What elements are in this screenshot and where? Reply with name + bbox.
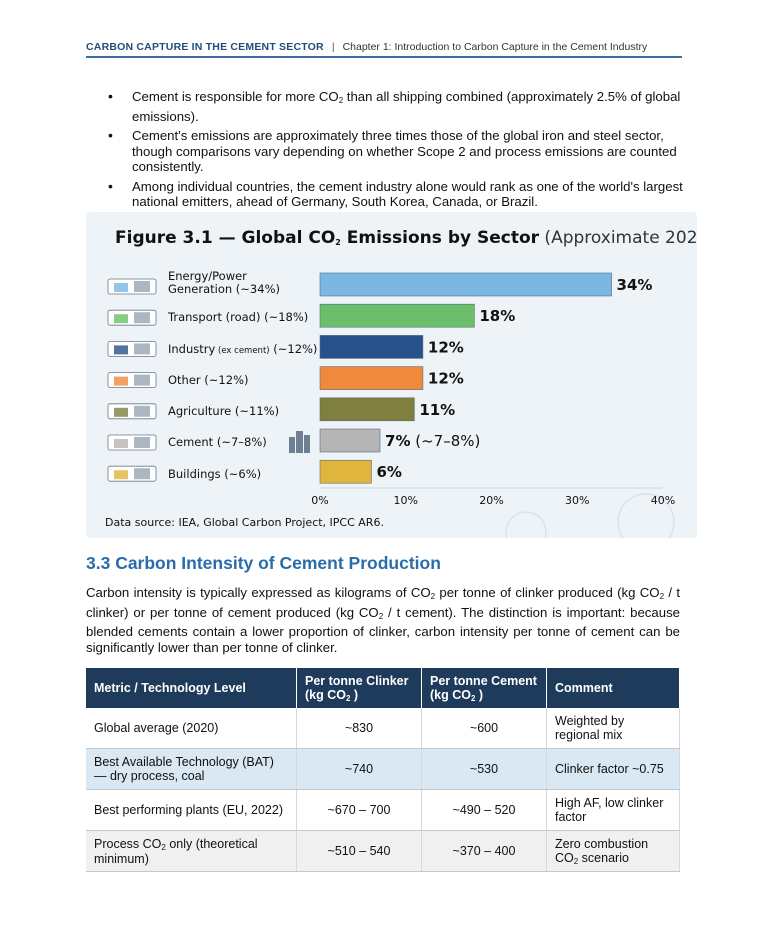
table-row: Global average (2020) ~830 ~600 Weighted… xyxy=(86,708,680,749)
bullet-list: Cement is responsible for more CO2 than … xyxy=(108,89,683,214)
x-tick-label: 40% xyxy=(651,494,675,507)
value-label: 6% xyxy=(376,463,401,481)
cell-clinker: ~740 xyxy=(296,748,422,790)
carbon-intensity-table: Metric / Technology Level Per tonne Clin… xyxy=(86,668,680,872)
bar-chart: 0% 10% 20% 30% 40% 34% 18% 12% 12% 11% 7% (~7–8%) 6… xyxy=(107,272,675,538)
bullet-item: Cement's emissions are approximately thr… xyxy=(108,128,683,175)
bar xyxy=(319,303,475,328)
industry-icon xyxy=(107,341,157,357)
category-label-cement: Cement (~7–8%) xyxy=(168,435,267,449)
table-row: Best performing plants (EU, 2022) ~670 –… xyxy=(86,789,680,831)
column-header-clinker: Per tonne Clinker (kg CO2 ) xyxy=(296,668,422,708)
city-buildings-icon xyxy=(289,431,310,453)
cell-metric: Best performing plants (EU, 2022) xyxy=(86,789,297,831)
buildings-icon xyxy=(107,465,157,482)
bullet-item: Cement is responsible for more CO2 than … xyxy=(108,89,683,124)
bar xyxy=(319,272,612,297)
header-brand: CARBON CAPTURE IN THE CEMENT SECTOR xyxy=(86,41,324,53)
bar xyxy=(319,366,424,390)
category-label-transport: Transport (road) (~18%) xyxy=(168,310,309,324)
cell-cement: ~530 xyxy=(421,748,547,790)
column-header-cement: Per tonne Cement (kg CO2 ) xyxy=(421,668,547,708)
x-tick-label: 10% xyxy=(394,494,418,507)
agriculture-icon xyxy=(107,403,157,420)
decor-circle xyxy=(617,493,675,538)
cell-comment: Weighted by regional mix xyxy=(546,708,680,749)
cell-comment: High AF, low clinker factor xyxy=(546,789,680,831)
cell-cement: ~490 – 520 xyxy=(421,789,547,831)
cell-clinker: ~510 – 540 xyxy=(296,830,422,872)
factory-power-icon xyxy=(107,278,157,295)
value-label: 12% xyxy=(428,370,464,388)
cell-metric: Best Available Technology (BAT) — dry pr… xyxy=(86,748,297,790)
category-label-other: Other (~12%) xyxy=(168,373,249,387)
figure-3-1: 0% 10% 20% 30% 40% 34% 18% 12% 12% 11% 7% (~7–8%) 6… xyxy=(86,212,697,538)
cement-mixer-icon xyxy=(107,434,157,451)
cell-clinker: ~670 – 700 xyxy=(296,789,422,831)
x-tick-label: 0% xyxy=(311,494,328,507)
table-header-row: Metric / Technology Level Per tonne Clin… xyxy=(86,668,680,708)
value-label: 12% xyxy=(428,338,464,356)
running-header: CARBON CAPTURE IN THE CEMENT SECTOR | Chap… xyxy=(86,41,682,58)
column-header-metric: Metric / Technology Level xyxy=(86,668,297,708)
cell-comment: Clinker factor ~0.75 xyxy=(546,748,680,790)
table-row: Best Available Technology (BAT) — dry pr… xyxy=(86,748,680,790)
other-icon xyxy=(107,372,157,389)
cell-metric: Process CO2 only (theoretical minimum) xyxy=(86,830,297,872)
value-label: 18% xyxy=(479,307,515,325)
value-label: 7% (~7–8%) xyxy=(385,432,480,450)
bar xyxy=(319,397,415,422)
x-tick-label: 20% xyxy=(479,494,503,507)
column-header-comment: Comment xyxy=(546,668,680,708)
value-label: 11% xyxy=(419,401,455,419)
cell-clinker: ~830 xyxy=(296,708,422,749)
cell-metric: Global average (2020) xyxy=(86,708,297,749)
figure-title: Figure 3.1 — Global CO2 Emissions by Sec… xyxy=(115,228,697,248)
bullet-item: Among individual countries, the cement i… xyxy=(108,179,683,210)
category-label-buildings: Buildings (~6%) xyxy=(168,467,262,481)
decor-circle xyxy=(505,511,547,538)
bar xyxy=(319,459,372,484)
bar xyxy=(319,428,381,453)
section-heading: 3.3 Carbon Intensity of Cement Productio… xyxy=(86,553,441,573)
cell-cement: ~370 – 400 xyxy=(421,830,547,872)
category-label-energy: Energy/Power Generation (~34%) xyxy=(168,269,280,296)
data-source-note: Data source: IEA, Global Carbon Project,… xyxy=(105,516,384,529)
section-paragraph: Carbon intensity is typically expressed … xyxy=(86,585,681,655)
bar xyxy=(319,335,424,359)
truck-bus-icon xyxy=(107,309,157,326)
x-tick-label: 30% xyxy=(565,494,589,507)
category-label-agriculture: Agriculture (~11%) xyxy=(168,404,280,418)
header-separator: | xyxy=(331,41,335,53)
value-label: 34% xyxy=(617,276,653,294)
cell-cement: ~600 xyxy=(421,708,547,749)
category-label-industry: Industry (ex cement) (~12%) xyxy=(168,342,318,356)
cell-comment: Zero combustion CO2 scenario xyxy=(546,830,680,872)
table-row: Process CO2 only (theoretical minimum) ~… xyxy=(86,830,680,872)
header-chapter: Chapter 1: Introduction to Carbon Captur… xyxy=(342,41,648,53)
